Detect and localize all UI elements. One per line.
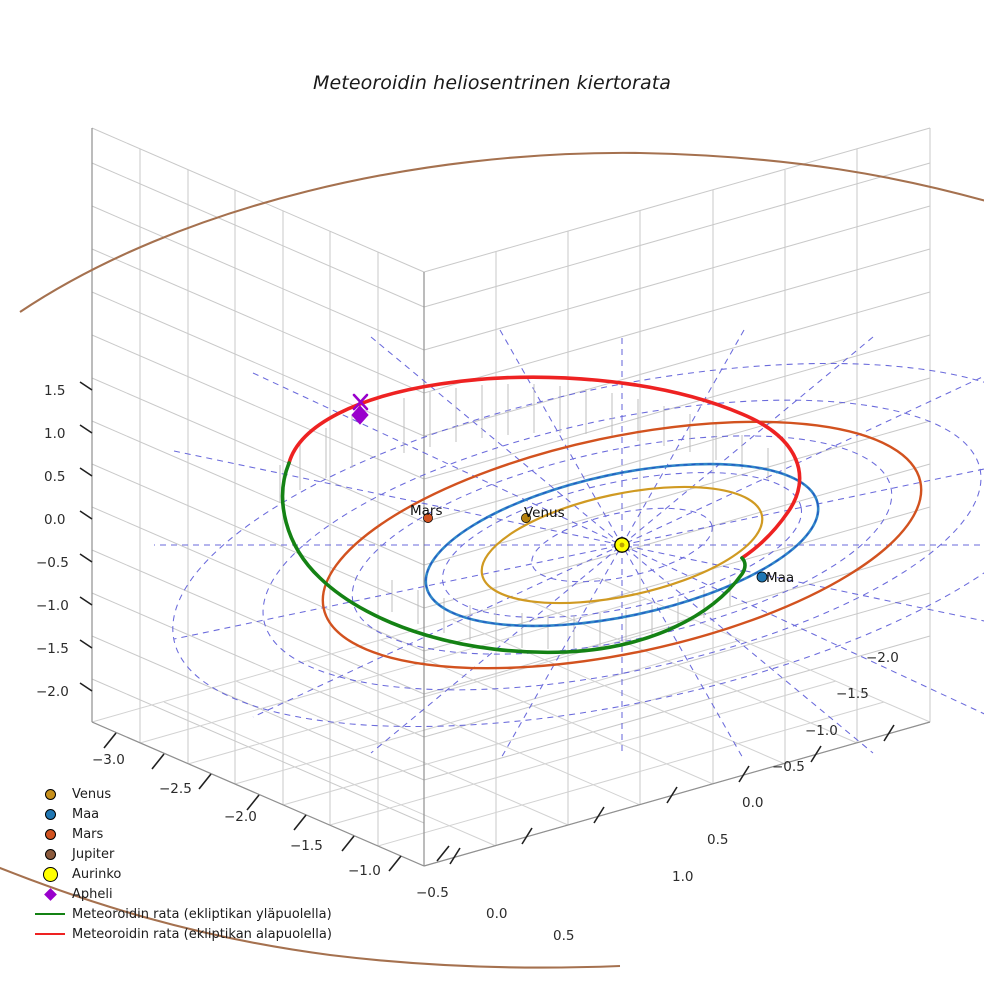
venus-dot-icon xyxy=(28,788,72,800)
sun-marker-core xyxy=(619,542,625,548)
orbit-below-line-icon xyxy=(28,932,72,936)
pane-left-grid xyxy=(91,127,425,867)
earth-marker xyxy=(756,571,768,583)
annotation-mars: Mars xyxy=(410,503,443,519)
legend-item[interactable]: Maa xyxy=(28,804,348,824)
pane-right-grid xyxy=(423,127,931,781)
legend-item[interactable]: Jupiter xyxy=(28,844,348,864)
meteoroid-orbit-above-ecliptic xyxy=(280,461,747,655)
z-tick-label: −1.0 xyxy=(36,598,69,614)
z-tick-label: 0.0 xyxy=(44,512,66,528)
legend-label: Meteoroidin rata (ekliptikan alapuolella… xyxy=(72,926,332,942)
axes-3d-grid xyxy=(91,127,931,867)
y-tick-label: −1.5 xyxy=(836,686,869,702)
legend-item[interactable]: Aurinko xyxy=(28,864,348,884)
x-tick-label: −2.5 xyxy=(159,781,192,797)
z-tick-label: 1.0 xyxy=(44,426,66,442)
legend-label: Jupiter xyxy=(72,846,115,862)
earth-dot-icon xyxy=(28,808,72,820)
y-tick-label: 0.5 xyxy=(707,832,729,848)
y-tick-label: 0.0 xyxy=(742,795,764,811)
y-tick-label: −0.5 xyxy=(772,759,805,775)
annotation-venus: Venus xyxy=(524,505,565,521)
z-tick-label: −1.5 xyxy=(36,641,69,657)
polar-grid-ecliptic xyxy=(154,329,984,761)
venus-orbit-path xyxy=(480,485,764,605)
legend-item[interactable]: Apheli xyxy=(28,884,348,904)
orbit-drop-lines xyxy=(279,384,769,649)
y-tick-label: −1.0 xyxy=(805,723,838,739)
legend-item[interactable]: Mars xyxy=(28,824,348,844)
x-tick-label: 0.0 xyxy=(486,906,508,922)
z-tick-label: −0.5 xyxy=(36,555,69,571)
aphelion-marker xyxy=(351,393,369,425)
annotation-maa: Maa xyxy=(766,570,795,586)
legend-item[interactable]: Meteoroidin rata (ekliptikan yläpuolella… xyxy=(28,904,348,924)
legend-item[interactable]: Meteoroidin rata (ekliptikan alapuolella… xyxy=(28,924,348,944)
legend-label: Maa xyxy=(72,806,100,822)
x-tick-label: 0.5 xyxy=(553,928,575,944)
z-tick-label: 0.5 xyxy=(44,469,66,485)
y-tick-label: 1.0 xyxy=(672,869,694,885)
x-tick-label: −0.5 xyxy=(416,885,449,901)
legend-label: Meteoroidin rata (ekliptikan yläpuolella… xyxy=(72,906,332,922)
legend-label: Mars xyxy=(72,826,104,842)
y-tick-label: −2.0 xyxy=(866,650,899,666)
orbit-above-line-icon xyxy=(28,912,72,916)
venus-marker xyxy=(521,513,531,523)
legend-item[interactable]: Venus xyxy=(28,784,348,804)
x-tick-label: −3.0 xyxy=(92,752,125,768)
meteoroid-orbit-below-ecliptic xyxy=(287,375,802,560)
legend-label: Apheli xyxy=(72,886,113,902)
axis-tick-marks xyxy=(79,381,895,872)
jupiter-dot-icon xyxy=(28,848,72,860)
legend-label: Aurinko xyxy=(72,866,122,882)
z-tick-label: −2.0 xyxy=(36,684,69,700)
legend: Venus Maa Mars Jupiter Aurinko xyxy=(28,784,348,944)
legend-label: Venus xyxy=(72,786,112,802)
x-tick-label: −1.0 xyxy=(348,863,381,879)
sun-circle-icon xyxy=(28,866,72,882)
z-tick-label: 1.5 xyxy=(44,383,66,399)
mars-orbit-path xyxy=(321,420,923,670)
mars-marker xyxy=(423,513,433,523)
x-tick-label: −2.0 xyxy=(224,809,257,825)
mars-dot-icon xyxy=(28,828,72,840)
planet-body-markers xyxy=(423,513,768,583)
page-title: Meteoroidin heliosentrinen kiertorata xyxy=(313,72,671,94)
aphelion-diamond-icon xyxy=(28,887,72,901)
earth-orbit-path xyxy=(424,462,820,628)
x-tick-label: −1.5 xyxy=(290,838,323,854)
jupiter-orbit-path xyxy=(0,151,984,969)
